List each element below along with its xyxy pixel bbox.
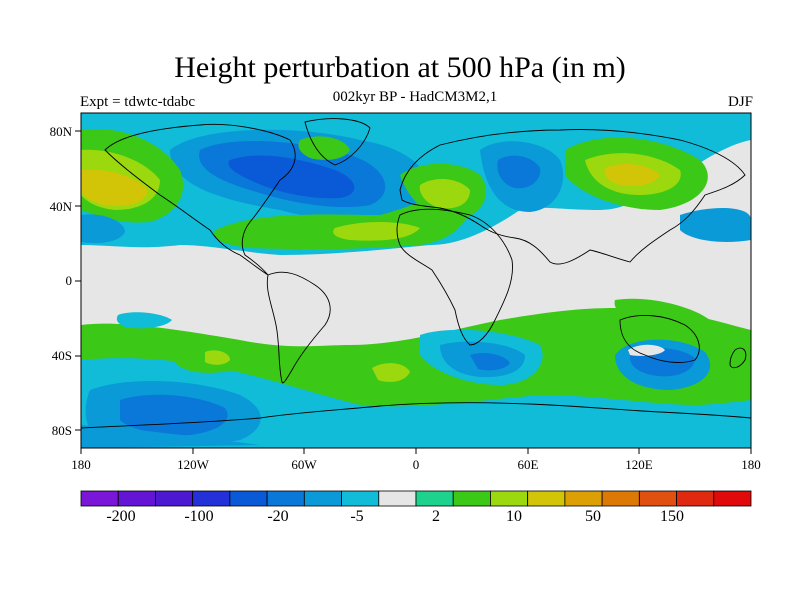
nh-blue-siberia-core [497, 155, 541, 189]
colorbar-swatch [192, 490, 231, 507]
nh-blue-low-america-deep [228, 155, 355, 199]
experiment-label: Expt = tdwtc-tdabc [80, 94, 196, 110]
sh-neutral-australia-ring [628, 344, 665, 356]
lat-tick-0: 0 [65, 273, 73, 288]
lon-tick-60e: 60E [517, 457, 539, 472]
sh-yellowgreen-atlantic [372, 363, 410, 382]
colorbar-swatch [303, 490, 342, 507]
sh-yellowgreen-pacific-east [205, 350, 230, 365]
lon-tick-180w: 180 [71, 457, 91, 472]
colorbar-swatch [601, 490, 640, 507]
africa-outline [396, 208, 513, 346]
australia-outline [619, 315, 700, 363]
colorbar-label: 10 [506, 508, 522, 525]
sh-blue-africa-core [470, 352, 510, 371]
colorbar-swatch [638, 490, 677, 507]
colorbar-label: 2 [432, 508, 440, 525]
sh-blue-ice-edge [81, 425, 260, 448]
colorbar-swatch [564, 490, 603, 507]
nh-blue-west-pacific [81, 214, 125, 244]
map-tick-marks [75, 130, 752, 454]
height-field [81, 113, 751, 448]
sh-cyan-south-indian [560, 423, 700, 448]
nh-blue-east-pacific [680, 208, 751, 242]
greenland-outline [304, 118, 371, 166]
colorbar-swatch [490, 490, 529, 507]
coastlines [81, 118, 751, 429]
sh-cyan-pacific-small [116, 312, 172, 329]
nh-green-east-greenland [298, 136, 350, 160]
lon-tick-120e: 120E [625, 457, 653, 472]
season-label: DJF [727, 94, 753, 110]
colorbar-swatch [117, 490, 156, 507]
colorbar-swatch [266, 490, 305, 507]
lon-tick-120w: 120W [177, 457, 209, 472]
lat-tick-40s: 40S [51, 348, 72, 363]
south-america-outline [266, 271, 331, 384]
nh-yellow-pacific-west [81, 169, 148, 207]
colorbar-swatch [229, 490, 268, 507]
colorbar-label: -20 [267, 508, 289, 525]
colorbar-swatch [155, 490, 194, 507]
nh-yellowgreen-europe [419, 178, 470, 209]
colorbar-swatch [676, 490, 715, 507]
lon-tick-60w: 60W [291, 457, 317, 472]
colorbar-swatch [80, 490, 119, 507]
antarctica-outline [81, 402, 751, 429]
nh-yellow-pacific-east [604, 164, 660, 187]
lat-tick-80s: 80S [51, 423, 72, 438]
eurasia-outline [399, 129, 746, 265]
lon-tick-0: 0 [412, 457, 420, 472]
colorbar [80, 490, 752, 507]
figure-title: Height perturbation at 500 hPa (in m) [174, 51, 626, 84]
colorbar-label: -5 [350, 508, 364, 525]
sh-green-west-pacific-north [614, 298, 710, 328]
north-america-outline [104, 123, 296, 276]
colorbar-swatch [378, 490, 417, 507]
colorbar-swatch [713, 490, 752, 507]
colorbar-label: 50 [585, 508, 601, 525]
colorbar-swatch [452, 490, 491, 507]
colorbar-swatch [341, 490, 380, 507]
colorbar-swatch [415, 490, 454, 507]
lat-tick-80n: 80N [49, 124, 72, 139]
lon-tick-180e: 180 [741, 457, 761, 472]
new-zealand-outline [729, 347, 747, 369]
lat-tick-40n: 40N [49, 199, 72, 214]
colorbar-label: 150 [660, 508, 684, 525]
colorbar-swatch [527, 490, 566, 507]
figure-subtitle: 002kyr BP - HadCM3M2,1 [332, 89, 498, 105]
colorbar-label: -100 [184, 508, 214, 525]
nh-yellowgreen-atlantic [333, 222, 420, 241]
colorbar-label: -200 [106, 508, 136, 525]
